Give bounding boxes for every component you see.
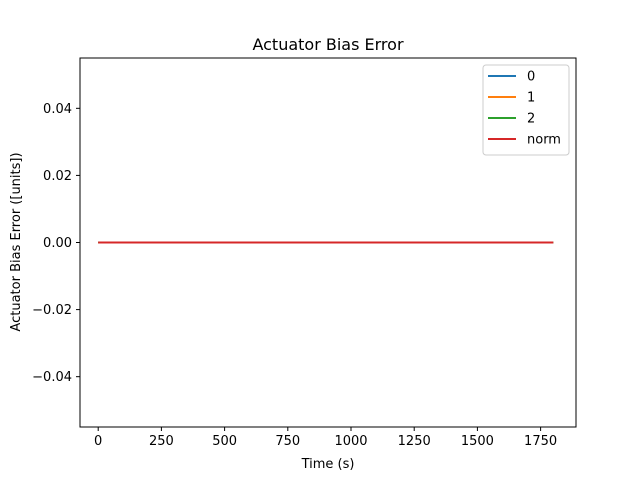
legend-label-norm: norm <box>527 133 561 148</box>
x-tick-label: 500 <box>212 434 237 449</box>
chart-title: Actuator Bias Error <box>252 35 403 54</box>
x-axis-label: Time (s) <box>301 457 355 472</box>
legend-label-0: 0 <box>527 70 535 85</box>
x-tick-label: 0 <box>94 434 102 449</box>
x-tick-label: 250 <box>149 434 174 449</box>
legend-label-2: 2 <box>527 112 535 127</box>
x-tick-label: 1000 <box>334 434 367 449</box>
y-tick-label: 0.00 <box>43 236 72 251</box>
x-tick-label: 1750 <box>524 434 557 449</box>
legend-label-1: 1 <box>527 91 535 106</box>
y-axis-label: Actuator Bias Error ([units]) <box>9 152 24 331</box>
y-tick-label: 0.04 <box>43 102 72 117</box>
legend: 0 1 2 norm <box>482 64 570 156</box>
plot-area: 0 250 500 750 1000 1250 1500 1750 −0.04 −0.02 0.00… <box>32 57 577 449</box>
y-tick-label: 0.02 <box>43 169 72 184</box>
legend-box <box>482 64 570 156</box>
x-tick-label: 750 <box>275 434 300 449</box>
x-tick-label: 1500 <box>461 434 494 449</box>
x-tick-label: 1250 <box>398 434 431 449</box>
y-tick-label: −0.02 <box>32 303 72 318</box>
y-tick-label: −0.04 <box>32 370 72 385</box>
